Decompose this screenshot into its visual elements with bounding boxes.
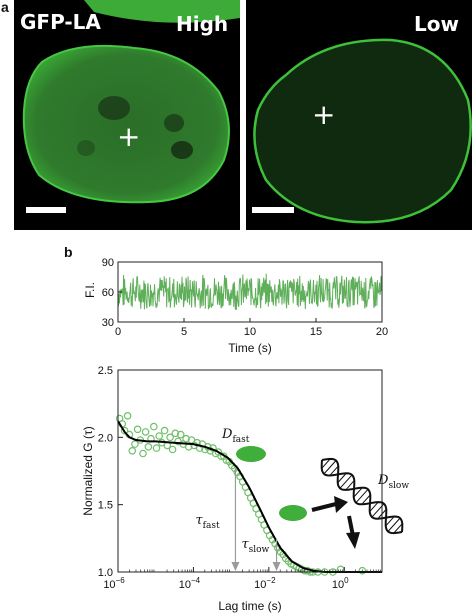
corr-ytick-label: 1.0 (98, 567, 113, 579)
data-point (150, 422, 158, 431)
fit-line (117, 420, 382, 573)
focus-marker-low: + (312, 98, 336, 131)
trace-xtick-label: 20 (376, 326, 388, 338)
nucleus-low (253, 38, 472, 224)
dna-rung (329, 465, 339, 476)
trace-ytick-label: 90 (102, 257, 114, 269)
trace-xtick-label: 10 (244, 326, 256, 338)
corr-ytick-label: 2.5 (98, 365, 113, 377)
corr-xtick-label: 10−2 (254, 576, 276, 591)
corr-frame (117, 369, 383, 573)
corr-xlabel: Lag time (s) (218, 599, 281, 613)
nucleolus-4 (77, 140, 95, 156)
trace-xlabel: Time (s) (228, 341, 272, 355)
nucleolus-1 (98, 96, 130, 120)
nucleolus-2 (164, 114, 184, 132)
dna-rung (345, 480, 355, 491)
dna-rung (385, 516, 395, 527)
data-point (133, 425, 142, 434)
data-point (152, 444, 161, 452)
nucleolus-3 (171, 141, 193, 159)
dna-rung (323, 460, 337, 475)
dna-rung (355, 488, 369, 504)
corr-xtick-label: 10−4 (179, 576, 201, 591)
release-arrow-head (346, 532, 360, 549)
nucleus-high-svg (22, 0, 240, 204)
nucleus-high (22, 44, 230, 204)
data-point (131, 440, 139, 448)
panel-letter-a: a (1, 0, 9, 15)
data-point (120, 426, 129, 435)
time-trace-chart: 0 5 10 15 20 30 60 90 Time (s) F.I. (83, 257, 388, 355)
data-point (182, 434, 190, 443)
slow-molecule (279, 505, 307, 521)
dna-rung (377, 508, 387, 520)
nucleus-low-svg (253, 38, 472, 224)
panel-letter-b: b (64, 244, 73, 260)
focus-marker-high: + (117, 120, 141, 153)
tau_fast-arrow-head (231, 562, 240, 571)
tau-fast-label: τfast (195, 513, 220, 531)
dna-rung (369, 501, 379, 512)
fast-molecule (236, 446, 266, 462)
corr-xtick-label: 10−6 (103, 576, 125, 591)
data-point (139, 449, 147, 458)
data-point (128, 446, 137, 455)
binding-arrow-head (334, 496, 348, 513)
trace-line (117, 273, 383, 311)
trace-xtick-label: 15 (310, 326, 322, 338)
dna-rung (393, 523, 403, 534)
dna-rung (361, 494, 371, 505)
micrograph-high: GFP-LA High + (14, 0, 240, 230)
micrograph-low: Low + (246, 0, 472, 230)
data-point (171, 429, 180, 438)
data-point (123, 411, 132, 420)
corr-xtick-label: 100 (332, 576, 349, 591)
binding-arrow-line (311, 502, 337, 512)
neighbor-cell-top (84, 0, 240, 23)
dna-rung (321, 458, 331, 469)
data-point (176, 430, 185, 439)
tau_slow-arrow-head (272, 562, 281, 571)
trace-ylabel: F.I. (83, 282, 97, 298)
data-point (155, 432, 164, 440)
corr-ytick-label: 1.5 (98, 500, 113, 512)
tau-slow-label: τslow (241, 537, 269, 555)
data-point (144, 442, 153, 451)
trace-ytick-label: 30 (102, 317, 114, 329)
dna-rung (353, 487, 363, 498)
dna-rung (337, 472, 347, 484)
d-slow-label: Dslow (377, 473, 409, 491)
trace-xtick-label: 0 (115, 326, 121, 338)
label-gfp-la: GFP-LA (20, 10, 101, 34)
dna-rung (371, 503, 385, 518)
data-point (141, 428, 150, 436)
trace-xtick-label: 5 (181, 326, 187, 338)
data-point (166, 433, 174, 442)
dna-rung (339, 474, 353, 489)
data-point (168, 445, 177, 454)
trace-ytick-label: 60 (102, 287, 114, 299)
data-point (160, 426, 169, 435)
correlation-chart: 10−6 10−4 10−2 100 1.0 1.5 2.0 2.5 Lag time (s) N… (81, 365, 409, 613)
scale-bar-low (252, 207, 294, 213)
data-point (358, 566, 367, 575)
dna-rung (387, 517, 401, 532)
corr-ylabel: Normalized G (τ) (81, 426, 95, 515)
corr-ytick-label: 2.0 (98, 432, 113, 444)
label-low: Low (414, 12, 459, 36)
label-high: High (176, 12, 229, 36)
d-fast-label: Dfast (221, 427, 250, 445)
scale-bar-high (26, 207, 66, 213)
